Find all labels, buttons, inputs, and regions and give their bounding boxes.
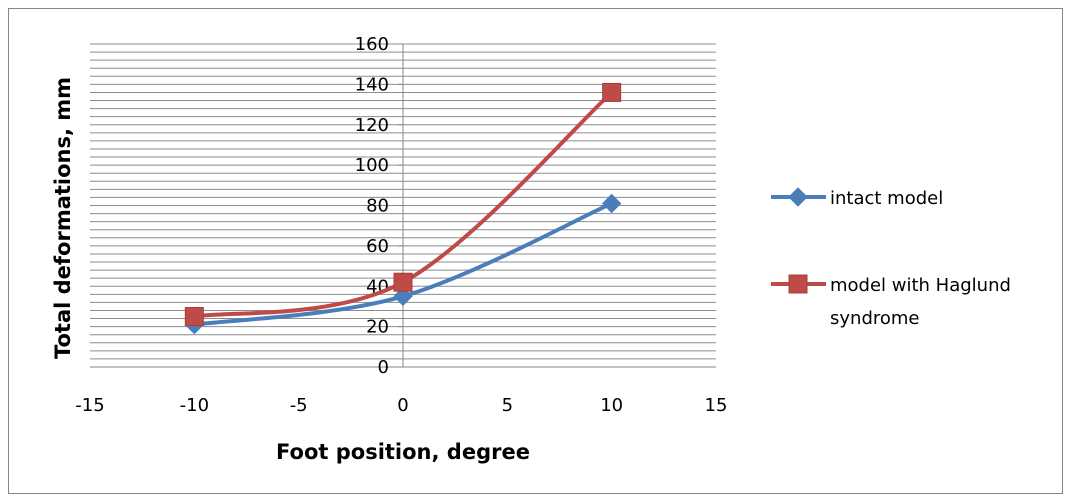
chart-area [8,8,1063,494]
y-tick-label: 60 [366,236,389,257]
y-tick-label: 140 [355,74,389,95]
legend-marker [788,187,808,207]
y-tick-label: 120 [355,115,389,136]
legend-marker [788,274,808,294]
y-axis-title: Total deformations, mm [51,77,75,359]
legend-item-1: intact model [771,187,943,209]
data-point [602,82,622,102]
x-tick-label: 10 [600,395,623,416]
y-tick-label: 100 [355,155,389,176]
y-tick-label: 160 [355,34,389,55]
y-tick-label: 80 [366,196,389,217]
x-axis-title: Foot position, degree [276,440,530,464]
x-tick-label: -15 [75,395,104,416]
data-point [393,286,413,307]
x-tick-label: 5 [502,395,513,416]
legend-item-2: model with Haglund syndrome [771,274,1011,329]
legend-label: intact model [830,188,943,209]
series-layer [184,82,622,335]
legend-label-line-2: syndrome [830,308,920,329]
data-point [601,193,622,214]
x-tick-label: 15 [705,395,728,416]
x-tick-label: 0 [397,395,408,416]
legend-label-line-1: model with Haglund [830,275,1011,296]
y-tick-label: 0 [378,357,389,378]
data-point [184,307,204,327]
legend: intact model model with Haglund syndrome [771,187,1011,329]
data-point [393,272,413,292]
x-tick-label: -10 [180,395,209,416]
x-tick-label: -5 [290,395,308,416]
y-tick-label: 20 [366,317,389,338]
